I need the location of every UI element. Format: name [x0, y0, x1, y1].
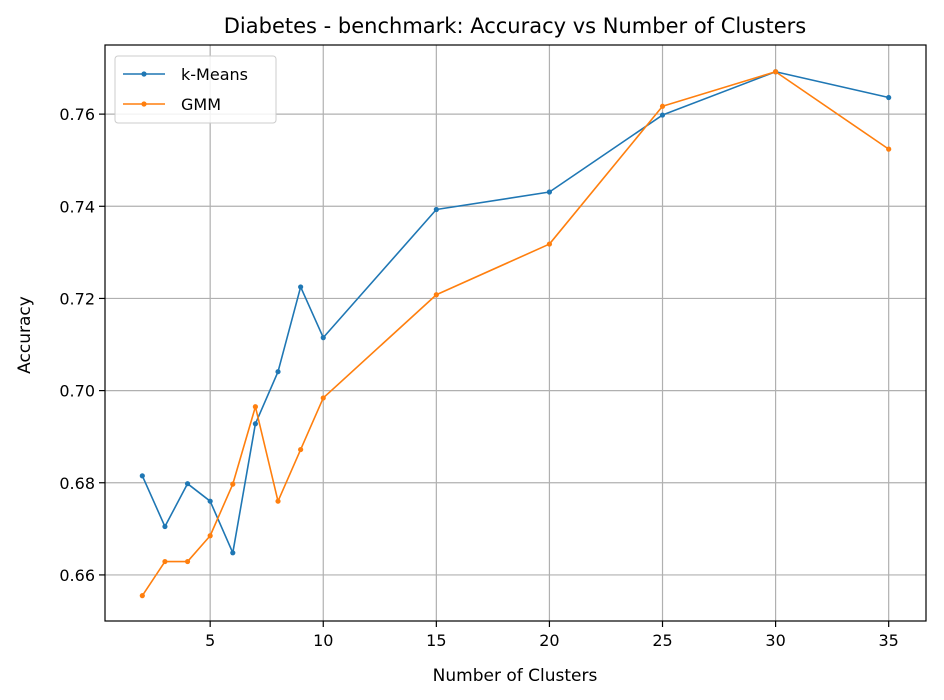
x-tick-label: 10: [313, 631, 333, 650]
x-tick-label: 5: [205, 631, 215, 650]
y-tick-label: 0.66: [59, 566, 95, 585]
data-point-k-means: [659, 112, 666, 118]
data-point-k-means: [184, 481, 191, 487]
data-point-k-means: [546, 189, 553, 195]
series-lines: [139, 69, 892, 599]
data-point-k-means: [162, 523, 168, 530]
data-point-gmm: [772, 69, 779, 75]
x-tick-label: 35: [879, 631, 899, 650]
x-tick-label: 25: [652, 631, 672, 650]
data-point-k-means: [298, 284, 304, 290]
data-point-gmm: [298, 446, 304, 453]
data-point-k-means: [139, 473, 145, 479]
data-point-gmm: [252, 404, 259, 410]
legend-marker-gmm: [141, 101, 147, 107]
data-point-k-means: [207, 498, 213, 504]
legend-box: [114, 55, 277, 124]
series-line-gmm: [141, 70, 890, 597]
legend-marker-k-means: [141, 71, 147, 77]
x-tick-label: 20: [539, 631, 559, 650]
y-axis-label: Accuracy: [15, 296, 35, 374]
y-tick-label: 0.72: [59, 289, 95, 308]
y-tick-label: 0.76: [59, 105, 95, 124]
data-point-gmm: [230, 481, 236, 487]
data-point-k-means: [433, 206, 439, 213]
data-point-k-means: [252, 421, 259, 427]
x-axis-label: Number of Clusters: [433, 666, 598, 686]
data-point-gmm: [207, 533, 213, 539]
legend-label-k-means: k-Means: [181, 65, 248, 84]
data-point-gmm: [886, 146, 892, 152]
x-tick-label: 15: [426, 631, 446, 650]
axis-ticks: 5 10 15 20 25 30 35 0.66 0.68 0.70 0.72 0.74 0.76: [59, 105, 898, 650]
y-tick-label: 0.70: [59, 382, 95, 401]
data-point-gmm: [320, 395, 326, 401]
legend: k-Means GMM: [114, 55, 277, 124]
data-point-gmm: [546, 241, 553, 247]
x-tick-label: 30: [765, 631, 785, 650]
data-point-gmm: [162, 558, 168, 565]
chart-title: Diabetes - benchmark: Accuracy vs Number…: [224, 14, 806, 38]
data-point-k-means: [320, 335, 326, 341]
data-point-gmm: [139, 593, 145, 599]
data-point-gmm: [275, 498, 281, 504]
y-tick-label: 0.74: [59, 197, 95, 216]
y-tick-label: 0.68: [59, 474, 95, 493]
data-point-k-means: [230, 550, 236, 556]
data-point-gmm: [433, 292, 439, 298]
grid-lines: [105, 45, 926, 621]
series-line-k-means: [141, 70, 889, 554]
data-point-gmm: [659, 103, 666, 109]
plot-frame: [104, 44, 927, 622]
legend-label-gmm: GMM: [181, 95, 221, 114]
data-point-gmm: [184, 558, 191, 565]
data-point-k-means: [886, 94, 892, 101]
data-point-k-means: [275, 369, 281, 375]
